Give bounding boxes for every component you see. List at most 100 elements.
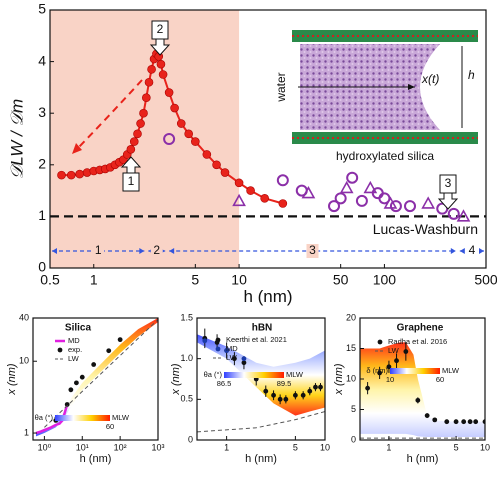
data-point [91, 362, 97, 367]
panel-title: hBN [252, 323, 273, 334]
data-point [139, 108, 148, 118]
y-tick-label: 1.0 [180, 353, 193, 363]
data-point [136, 119, 145, 128]
data-point [106, 348, 112, 354]
colorbar-title: θa (°) [35, 413, 54, 422]
data-point [220, 168, 230, 177]
inset-diagram: water x(t) h hydroxylated silica [274, 28, 480, 163]
data-point [191, 137, 200, 146]
region-arrowhead [459, 248, 484, 254]
region-label: 4 [469, 243, 476, 257]
annotation-arrow [120, 156, 142, 174]
data-point [147, 65, 156, 74]
x-tick-label: 10² [114, 442, 127, 452]
inset-arrowhead [408, 84, 415, 90]
annotation-arrow [437, 192, 459, 210]
reference-label: Lucas-Washburn [373, 221, 478, 237]
data-point [334, 192, 347, 205]
data-point [170, 103, 179, 113]
legend-marker [215, 346, 221, 352]
data-point [260, 194, 269, 203]
region-label-bg [465, 244, 478, 258]
data-point [263, 388, 269, 394]
data-point [447, 207, 460, 220]
legend-label: Radha et al. 2016 [388, 337, 447, 346]
colorbar-tick: 89.5 [277, 379, 292, 388]
x-tick-label: 5 [293, 442, 298, 452]
data-point [339, 180, 354, 194]
data-point [363, 180, 378, 194]
x-tick-label: 100 [373, 271, 397, 287]
x-tick-label: 10³ [151, 442, 164, 452]
data-point [415, 397, 421, 403]
x-tick-label: 10 [480, 442, 490, 452]
y-axis-label: x (nm) [333, 363, 345, 396]
data-point [300, 392, 306, 398]
x-tick-label: 10¹ [76, 442, 89, 452]
y-tick-label: 4 [38, 52, 46, 68]
legend-marker [57, 347, 63, 353]
data-point [74, 380, 79, 386]
data-point [241, 360, 247, 366]
colorbar-label: MLW [286, 370, 304, 379]
data-point [64, 402, 70, 407]
trend-arrow [77, 79, 143, 149]
colorbar-title: δ (nm) [366, 366, 388, 375]
x-tick-label: 10 [231, 271, 247, 287]
legend-label: exp. [68, 345, 82, 354]
legend-label: LW [226, 353, 238, 362]
annotation: 2 [157, 22, 164, 36]
y-tick-label: 1 [24, 427, 29, 437]
legend-marker [215, 337, 221, 343]
inset-label: h [468, 68, 475, 82]
colorbar-tick: 10 [386, 375, 394, 384]
x-tick-label: 10⁰ [38, 442, 52, 452]
data-point [176, 119, 186, 128]
data-point [473, 419, 479, 425]
y-tick-label: 40 [19, 312, 29, 322]
data-point [467, 419, 473, 425]
y-axis-label: x (nm) [170, 363, 182, 396]
y-tick-label: 20 [346, 312, 356, 322]
y-tick-label: 1 [38, 207, 46, 223]
legend-label: MD [226, 344, 238, 353]
data-point [79, 374, 85, 380]
x-tick-label: 1 [90, 271, 98, 287]
x-tick-label: 5 [191, 271, 199, 287]
inset-label: water [274, 72, 288, 102]
data-point [271, 392, 276, 398]
wall-top [292, 30, 478, 42]
x-tick-label: 500 [474, 271, 497, 287]
data-point [432, 417, 438, 423]
data-point [456, 209, 471, 222]
data-point [126, 145, 136, 154]
data-point [277, 396, 283, 402]
annotation-arrow [149, 38, 171, 56]
annotation: 1 [128, 174, 135, 188]
data-point [224, 348, 230, 353]
x-axis-label: h (nm) [245, 453, 277, 465]
data-point [389, 200, 402, 213]
data-point [164, 88, 174, 97]
plot-area [50, 10, 486, 268]
data-point [212, 160, 221, 170]
data-point [404, 200, 417, 213]
data-point [328, 200, 341, 213]
colorbar [390, 368, 440, 374]
model-band [35, 318, 158, 437]
data-point [232, 193, 246, 207]
data-point [246, 186, 255, 195]
data-point [202, 150, 212, 159]
data-point [117, 337, 123, 343]
series-line [197, 411, 325, 433]
data-point [234, 178, 244, 188]
y-tick-label: 5 [351, 404, 356, 414]
data-point [133, 129, 142, 139]
colorbar-tick: 86.5 [217, 379, 232, 388]
y-tick-label: 0 [38, 259, 46, 275]
panel: 10⁰ 10¹ 10² 10³ 1 10 40 h (nm) x (nm) Silica MDexp… [6, 312, 164, 464]
colorbar-label: MLW [442, 366, 460, 375]
data-point [184, 129, 193, 139]
